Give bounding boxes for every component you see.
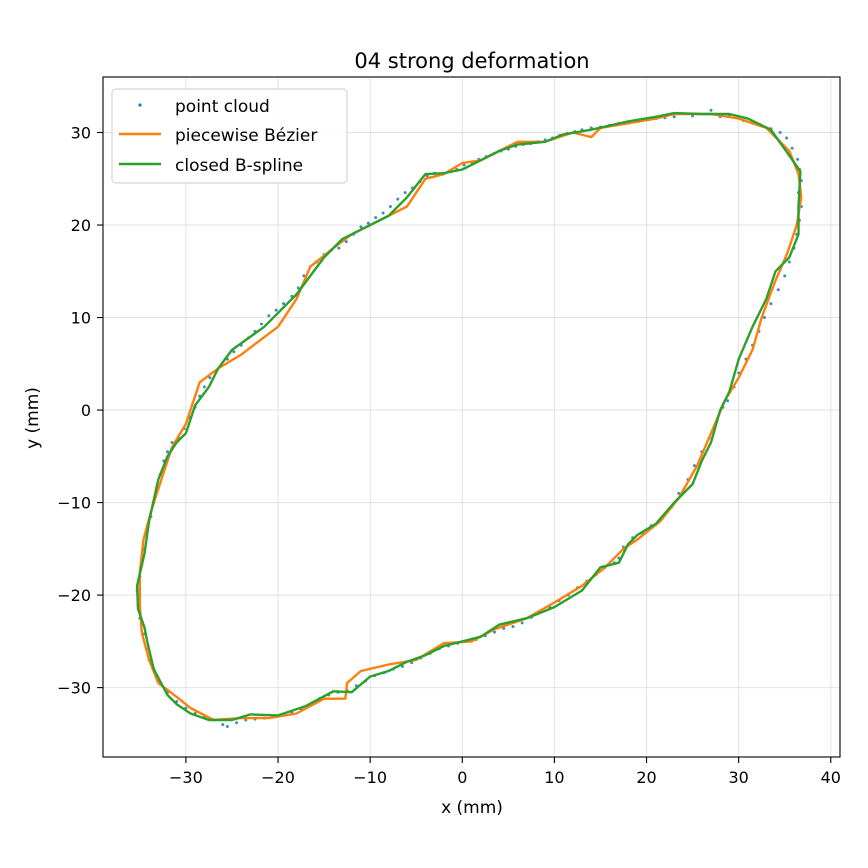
point-cloud-point: [493, 630, 497, 634]
x-tick-label: −10: [353, 768, 387, 787]
plot-frame: [102, 76, 841, 758]
y-tick-label: −10: [57, 494, 91, 513]
point-cloud-point: [769, 302, 773, 306]
y-tick-label: 10: [71, 309, 91, 328]
point-cloud-point: [778, 131, 782, 135]
point-cloud-point: [462, 163, 466, 167]
point-cloud-point: [302, 274, 306, 278]
grid: [103, 77, 840, 757]
point-cloud-point: [165, 450, 169, 454]
point-cloud-point: [202, 385, 206, 389]
legend: point cloud piecewise Bézier closed B-sp…: [111, 88, 348, 184]
point-cloud-point: [282, 302, 286, 306]
point-cloud-point: [796, 157, 800, 161]
point-cloud-point: [790, 146, 794, 150]
x-tick-label: 30: [728, 768, 748, 787]
point-cloud-point: [785, 136, 789, 140]
point-cloud-point: [170, 440, 174, 444]
point-cloud-point: [274, 308, 278, 312]
y-tick-label: 30: [71, 124, 91, 143]
point-cloud-point: [366, 221, 370, 225]
point-cloud-point: [221, 723, 225, 727]
point-cloud-point: [762, 316, 766, 320]
x-tick-label: −30: [169, 768, 203, 787]
point-cloud-point: [511, 625, 515, 629]
point-cloud-point: [783, 274, 787, 278]
point-cloud-point: [709, 108, 713, 112]
point-cloud-point: [337, 246, 341, 250]
point-cloud-point: [520, 621, 524, 625]
point-cloud-point: [692, 464, 696, 468]
point-cloud-point: [672, 115, 676, 119]
legend-marker-point-cloud: [138, 103, 142, 107]
y-tick-label: 0: [81, 401, 91, 420]
point-cloud-point: [259, 322, 263, 326]
point-cloud-point: [267, 314, 271, 318]
point-cloud-point: [381, 211, 385, 215]
legend-label-point-cloud: point cloud: [175, 97, 270, 117]
point-cloud-point: [403, 191, 407, 195]
point-cloud-point: [374, 216, 378, 220]
y-tick-label: −20: [57, 586, 91, 605]
point-cloud-point: [359, 225, 363, 229]
x-tick-label: 0: [457, 768, 467, 787]
series-layer: [135, 108, 803, 728]
y-axis: −30 −20 −10 0 10 20 30: [57, 124, 103, 698]
x-axis-label: x (mm): [441, 798, 503, 818]
legend-label-closed-bspline: closed B-spline: [175, 156, 303, 176]
point-cloud-point: [396, 197, 400, 201]
point-cloud-point: [388, 205, 392, 209]
point-cloud-point: [776, 288, 780, 292]
point-cloud-point: [296, 286, 300, 290]
point-cloud-point: [225, 724, 229, 728]
series-closed-bspline: [135, 111, 802, 722]
x-tick-label: 20: [636, 768, 656, 787]
point-cloud-point: [726, 399, 730, 403]
point-cloud-point: [502, 626, 506, 630]
point-cloud-point: [208, 376, 212, 380]
x-tick-label: 40: [821, 768, 841, 787]
point-cloud-point: [787, 260, 791, 264]
point-cloud-point: [232, 350, 236, 354]
legend-label-piecewise-bezier: piecewise Bézier: [175, 126, 317, 146]
point-cloud-point: [677, 491, 681, 495]
x-tick-label: 10: [544, 768, 564, 787]
y-tick-label: −30: [57, 679, 91, 698]
x-tick-label: −20: [261, 768, 295, 787]
point-cloud-point: [344, 240, 348, 244]
legend-box: [111, 88, 348, 184]
y-tick-label: 20: [71, 216, 91, 235]
x-axis: −30 −20 −10 0 10 20 30 40: [169, 757, 841, 787]
chart-title: 04 strong deformation: [354, 49, 589, 73]
point-cloud-point: [235, 721, 239, 725]
y-axis-label: y (mm): [23, 387, 43, 449]
